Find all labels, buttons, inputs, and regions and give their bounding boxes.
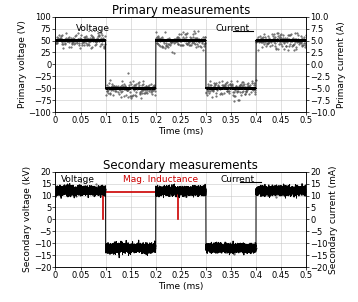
Y-axis label: Primary voltage (V): Primary voltage (V)	[18, 21, 27, 108]
Mag. Inductance	[101, 218, 105, 221]
Current	[200, 37, 204, 41]
Current	[54, 189, 59, 192]
Voltage	[93, 43, 97, 47]
Voltage	[214, 247, 218, 251]
Voltage	[221, 85, 225, 88]
Current	[64, 189, 68, 193]
Current	[176, 39, 180, 43]
Voltage	[270, 186, 275, 189]
Current	[304, 39, 308, 43]
Voltage	[93, 188, 97, 192]
Current	[53, 39, 58, 43]
Mag. Inductance	[176, 218, 180, 221]
X-axis label: Time (ms): Time (ms)	[158, 282, 203, 291]
Voltage	[53, 37, 58, 40]
Current	[68, 191, 73, 194]
Current	[291, 186, 295, 190]
Voltage	[190, 40, 194, 43]
Current	[68, 182, 72, 185]
Title: Primary measurements: Primary measurements	[112, 4, 250, 17]
Voltage	[53, 188, 58, 192]
Voltage	[232, 252, 237, 255]
Current	[68, 39, 73, 42]
Voltage	[94, 182, 98, 186]
X-axis label: Time (ms): Time (ms)	[158, 127, 203, 136]
Voltage	[304, 33, 308, 37]
Y-axis label: Secondary current (mA): Secondary current (mA)	[329, 165, 338, 274]
Line: Voltage: Voltage	[55, 183, 306, 254]
Text: Current: Current	[216, 24, 250, 33]
Title: Secondary measurements: Secondary measurements	[103, 159, 258, 172]
Voltage	[173, 39, 177, 42]
Current	[102, 190, 107, 194]
Voltage	[304, 189, 308, 193]
Line: Current: Current	[55, 39, 306, 90]
Text: Mag. Inductance: Mag. Inductance	[123, 175, 198, 185]
Voltage	[173, 189, 178, 192]
Text: Voltage: Voltage	[61, 175, 95, 185]
Voltage	[190, 186, 194, 190]
Voltage	[192, 29, 196, 33]
Y-axis label: Primary current (A): Primary current (A)	[337, 21, 346, 108]
Current	[54, 39, 59, 42]
Voltage	[270, 43, 275, 47]
Line: Voltage: Voltage	[55, 30, 306, 101]
Current	[176, 187, 180, 191]
Current	[64, 39, 68, 42]
Current	[304, 188, 308, 192]
Text: Current: Current	[221, 175, 255, 185]
Current	[102, 39, 107, 42]
Line: Mag. Inductance: Mag. Inductance	[103, 192, 178, 220]
Current	[117, 256, 121, 259]
Voltage	[232, 99, 237, 102]
Text: Voltage: Voltage	[76, 24, 110, 33]
Current	[142, 88, 146, 92]
Y-axis label: Secondary voltage (kV): Secondary voltage (kV)	[23, 166, 33, 272]
Mag. Inductance	[176, 190, 180, 194]
Line: Current: Current	[55, 184, 306, 258]
Current	[53, 193, 58, 197]
Mag. Inductance	[101, 190, 105, 194]
Current	[291, 39, 295, 42]
Voltage	[214, 91, 218, 95]
Voltage	[221, 246, 225, 249]
